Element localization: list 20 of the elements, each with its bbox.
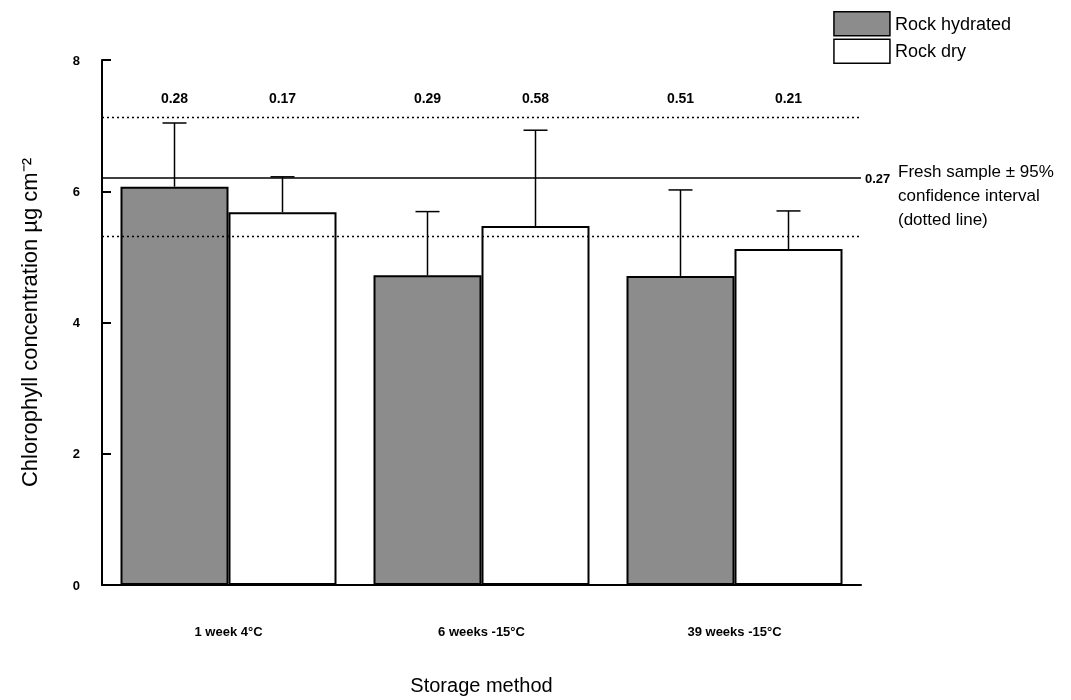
- text: Fresh sample ± 95% confidence interval (dotted line): [898, 161, 1055, 231]
- y-tick-label: 8: [72, 52, 80, 68]
- legend-label: Rock hydrated: [894, 13, 1011, 34]
- annotation: 0.29: [413, 90, 442, 106]
- y-axis-title: Chlorophyll concentration µg cm⁻²: [16, 157, 42, 488]
- legend-label: Rock dry: [894, 41, 966, 62]
- x-tick-label: 1 week 4°C: [194, 624, 264, 639]
- y-tick-label: 4: [72, 315, 81, 330]
- annotation: 0.58: [521, 90, 550, 106]
- annotation: 0.17: [268, 90, 297, 106]
- y-tick-label: 2: [72, 446, 80, 462]
- x-tick-label: 6 weeks -15°C: [438, 624, 526, 639]
- annotation: 0.51: [666, 90, 695, 106]
- annotation: 0.21: [774, 90, 803, 106]
- x-tick-label: 39 weeks -15°C: [687, 624, 783, 639]
- y-tick-label: 0: [72, 577, 80, 593]
- x-axis-title: Storage method: [410, 674, 553, 696]
- y-tick-label: 6: [72, 183, 80, 199]
- annotation: 0.28: [160, 90, 189, 106]
- text: 0.27: [865, 170, 891, 186]
